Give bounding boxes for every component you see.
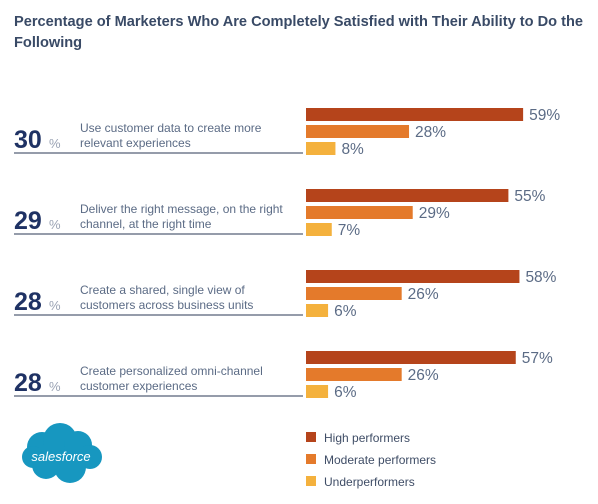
- category-label: customers across business units: [80, 298, 253, 312]
- category-label: customer experiences: [80, 379, 197, 393]
- bar-underperformers: [306, 304, 329, 317]
- data-label: 57%: [522, 350, 553, 367]
- overall-percent-sign: %: [49, 379, 61, 394]
- data-label: 59%: [529, 107, 560, 124]
- legend-label: Moderate performers: [324, 453, 436, 467]
- data-label: 26%: [408, 286, 439, 303]
- data-label: 7%: [338, 222, 361, 239]
- overall-value: 28: [14, 369, 42, 397]
- overall-value: 30: [14, 126, 42, 154]
- category-label: channel, at the right time: [80, 217, 212, 231]
- data-label: 6%: [334, 303, 357, 320]
- legend-swatch: [306, 476, 316, 486]
- data-label: 29%: [419, 205, 450, 222]
- data-label: 28%: [415, 124, 446, 141]
- bar-high-performers: [306, 351, 516, 364]
- legend-label: High performers: [324, 431, 410, 445]
- category-label: Use customer data to create more: [80, 121, 262, 135]
- overall-percent-sign: %: [49, 298, 61, 313]
- overall-value: 28: [14, 288, 42, 316]
- legend-swatch: [306, 454, 316, 464]
- bar-underperformers: [306, 223, 332, 236]
- chart-title: Percentage of Marketers Who Are Complete…: [14, 14, 583, 51]
- salesforce-logo-text: salesforce: [31, 449, 90, 464]
- category-label: Create personalized omni-channel: [80, 364, 263, 378]
- data-label: 26%: [408, 367, 439, 384]
- data-label: 58%: [525, 269, 556, 286]
- overall-percent-sign: %: [49, 217, 61, 232]
- data-label: 6%: [334, 384, 357, 401]
- bar-moderate-performers: [306, 287, 402, 300]
- legend-swatch: [306, 432, 316, 442]
- category-label: Deliver the right message, on the right: [80, 202, 283, 216]
- bar-moderate-performers: [306, 368, 402, 381]
- bar-high-performers: [306, 189, 509, 202]
- category-label: Create a shared, single view of: [80, 283, 245, 297]
- data-label: 55%: [514, 188, 545, 205]
- legend-label: Underperformers: [324, 475, 415, 489]
- overall-value: 29: [14, 207, 42, 235]
- bar-underperformers: [306, 142, 336, 155]
- bar-moderate-performers: [306, 125, 410, 138]
- salesforce-logo: salesforce: [22, 423, 102, 483]
- data-label: 8%: [341, 141, 364, 158]
- bar-moderate-performers: [306, 206, 413, 219]
- category-label: relevant experiences: [80, 136, 191, 150]
- bar-underperformers: [306, 385, 329, 398]
- bar-high-performers: [306, 270, 520, 283]
- overall-percent-sign: %: [49, 136, 61, 151]
- bar-high-performers: [306, 108, 524, 121]
